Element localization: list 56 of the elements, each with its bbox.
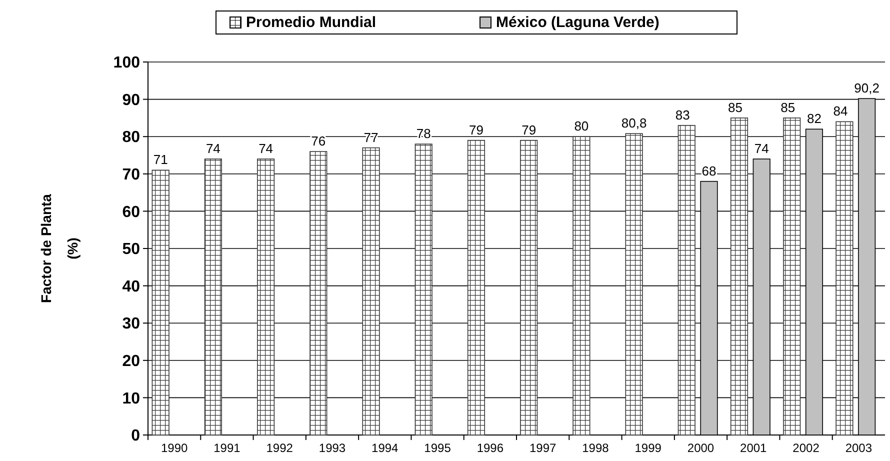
data-label: 85 [728, 100, 742, 115]
x-tick-label: 2003 [845, 441, 872, 455]
y-tick-label: 40 [122, 278, 140, 296]
x-tick-label: 2002 [792, 441, 820, 455]
bar [152, 170, 170, 436]
data-label: 80,8 [621, 116, 647, 131]
data-label: 85 [780, 100, 796, 115]
data-label: 79 [522, 122, 536, 138]
x-tick-label: 2000 [687, 441, 714, 455]
data-label: 74 [258, 140, 274, 156]
legend-label: Promedio Mundial [246, 14, 376, 31]
x-tick-label: 1991 [214, 441, 241, 455]
y-tick-label: 100 [113, 54, 140, 72]
x-tick-label: 1996 [476, 441, 504, 455]
bar [204, 158, 222, 436]
y-tick-label: 90 [122, 92, 140, 109]
data-label: 80 [574, 118, 589, 134]
data-label: 74 [754, 140, 769, 156]
data-label: 74 [206, 140, 220, 156]
y-tick-label: 10 [122, 390, 140, 408]
legend-label: México (Laguna Verde) [496, 14, 660, 31]
bar [362, 147, 380, 436]
bar [572, 136, 590, 436]
data-label: 79 [468, 122, 484, 138]
bar [730, 118, 748, 436]
x-tick-label: 1992 [266, 441, 294, 455]
x-tick-label: 1999 [634, 441, 662, 455]
data-label: 82 [806, 111, 822, 126]
x-tick-label: 1994 [372, 441, 399, 455]
data-label: 71 [153, 152, 168, 168]
bar [678, 125, 696, 436]
y-tick-label: 30 [122, 316, 140, 333]
x-tick-label: 1997 [529, 441, 556, 455]
x-tick-label: 1998 [582, 441, 610, 455]
x-tick-label: 1995 [424, 441, 452, 455]
y-tick-label: 20 [122, 353, 140, 370]
x-tick-label: 1990 [160, 441, 188, 455]
bar [783, 118, 801, 436]
bar [520, 140, 538, 436]
bar [257, 158, 275, 436]
bar [836, 121, 854, 436]
bar [414, 144, 432, 436]
y-tick-label: 80 [122, 129, 140, 146]
y-tick-label: 0 [131, 428, 140, 445]
bar [467, 140, 486, 436]
data-label: 90,2 [854, 80, 880, 96]
x-tick-label: 1993 [318, 441, 346, 455]
y-tick-label: 60 [122, 204, 140, 221]
x-tick-label: 2001 [740, 441, 768, 455]
y-tick-label: 70 [122, 166, 140, 184]
data-label: 84 [833, 104, 848, 119]
bar [310, 151, 328, 436]
y-tick-label: 50 [122, 241, 140, 258]
data-label: 83 [675, 107, 690, 122]
bar [625, 133, 643, 436]
y-axis-title: Factor de Planta (%) [38, 194, 80, 303]
